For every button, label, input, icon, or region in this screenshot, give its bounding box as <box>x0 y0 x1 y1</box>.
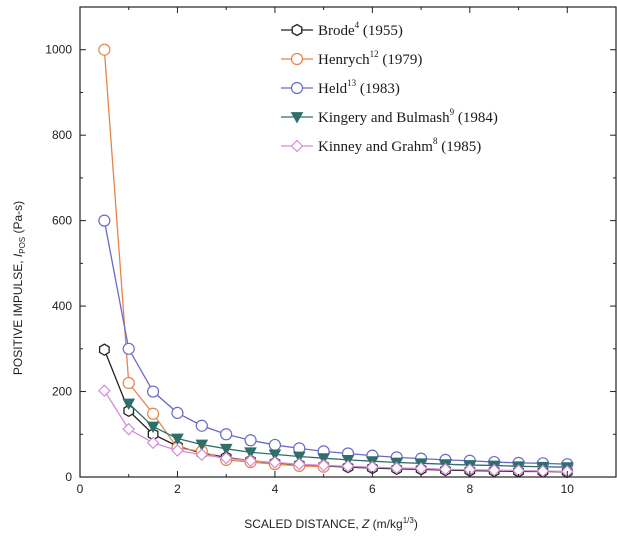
x-axis-title-unit: (m/kg <box>369 517 402 531</box>
series-kinney-and-grahm <box>98 384 574 478</box>
data-point-kingery-and-bulmash <box>268 449 282 461</box>
data-point-kingery-and-bulmash <box>219 443 233 456</box>
data-point-kinney-and-grahm <box>414 462 428 475</box>
y-axis-title-unit: (Pa-s) <box>11 201 25 237</box>
y-axis-title-subscript: POS <box>18 237 27 254</box>
data-point-kinney-and-grahm <box>122 422 136 436</box>
data-point-kingery-and-bulmash <box>244 447 257 459</box>
x-axis-title-unit-end: ) <box>414 517 418 531</box>
legend-item-brode: Brode4 (1955) <box>281 20 403 39</box>
data-point-kingery-and-bulmash <box>171 433 184 446</box>
x-tick-label: 8 <box>466 482 473 496</box>
data-point-kinney-and-grahm <box>195 448 209 462</box>
legend-item-held: Held13 (1983) <box>281 78 400 97</box>
y-tick-label: 1000 <box>45 43 72 57</box>
legend-marker <box>291 23 303 37</box>
data-point-kinney-and-grahm <box>244 454 257 468</box>
y-axis-title-prefix: POSITIVE IMPULSE, <box>11 257 25 375</box>
x-tick-label: 0 <box>77 482 84 496</box>
data-point-kinney-and-grahm <box>219 451 233 465</box>
data-point-kinney-and-grahm <box>146 436 160 450</box>
legend-item-henrych: Henrych12 (1979) <box>281 49 422 68</box>
legend-item-kinney-and-grahm: Kinney and Grahm8 (1985) <box>281 136 481 155</box>
series-line-henrych <box>103 49 324 468</box>
data-point-kingery-and-bulmash <box>195 439 209 452</box>
data-point-kinney-and-grahm <box>487 463 501 477</box>
data-point-kinney-and-grahm <box>292 457 306 471</box>
axes-layer: 0 2 4 6 8 10 0 200 400 600 800 1000 <box>45 6 617 496</box>
data-point-held <box>122 342 135 355</box>
data-point-held <box>244 434 257 447</box>
series-layer <box>98 43 574 479</box>
x-tick-label: 4 <box>272 482 279 496</box>
x-axis-title-unit-exponent: 1/3 <box>403 516 415 525</box>
legend-label: Brode4 (1955) <box>318 20 403 39</box>
legend-label: Held13 (1983) <box>318 78 400 97</box>
legend-marker <box>290 52 304 66</box>
y-axis-title: POSITIVE IMPULSE, IPOS (Pa-s) <box>11 201 27 375</box>
y-tick-label: 600 <box>52 214 72 228</box>
data-point-henrych <box>98 43 111 56</box>
data-point-henrych <box>146 407 160 420</box>
legend-label: Henrych12 (1979) <box>318 49 422 68</box>
x-tick-label: 10 <box>561 482 575 496</box>
data-point-kinney-and-grahm <box>317 459 330 472</box>
legend-label: Kinney and Grahm8 (1985) <box>318 136 481 155</box>
legend: Brode4 (1955) Henrych12 (1979) Held13 (198… <box>281 20 498 155</box>
y-tick-label: 200 <box>52 385 72 399</box>
plot-area <box>80 7 616 477</box>
data-point-kinney-and-grahm <box>390 461 404 475</box>
x-axis-title-symbol: Z <box>361 517 370 531</box>
legend-marker <box>290 81 304 95</box>
legend-label: Kingery and Bulmash9 (1984) <box>318 107 498 126</box>
data-point-held <box>195 419 208 432</box>
data-point-held <box>98 214 111 227</box>
axes-frame <box>79 6 617 478</box>
data-point-kingery-and-bulmash <box>317 453 330 465</box>
x-tick-label: 6 <box>369 482 376 496</box>
x-tick-label: 2 <box>174 482 181 496</box>
data-point-held <box>220 428 233 441</box>
legend-marker <box>290 139 304 153</box>
legend-item-kingery-and-bulmash: Kingery and Bulmash9 (1984) <box>281 107 498 126</box>
data-point-held <box>146 385 160 398</box>
legend-marker <box>290 112 304 124</box>
data-point-kinney-and-grahm <box>171 444 184 457</box>
data-point-kinney-and-grahm <box>439 462 452 476</box>
x-axis-title: SCALED DISTANCE, Z (m/kg1/3) <box>244 516 418 531</box>
data-point-henrych <box>122 376 135 390</box>
data-point-held <box>268 438 282 452</box>
y-axis-title-symbol: I <box>11 253 25 257</box>
data-point-kingery-and-bulmash <box>292 451 306 464</box>
data-point-kingery-and-bulmash <box>146 421 160 434</box>
plot-background <box>80 7 616 477</box>
y-tick-label: 800 <box>52 128 72 142</box>
x-axis-title-prefix: SCALED DISTANCE, <box>244 517 362 531</box>
y-tick-label: 0 <box>65 470 72 484</box>
data-point-kingery-and-bulmash <box>122 398 136 411</box>
data-point-brode <box>98 343 110 356</box>
data-point-kinney-and-grahm <box>341 459 355 473</box>
data-point-kinney-and-grahm <box>268 456 282 469</box>
data-point-held <box>171 406 184 420</box>
y-tick-label: 400 <box>52 299 72 313</box>
data-point-kinney-and-grahm <box>98 384 111 398</box>
